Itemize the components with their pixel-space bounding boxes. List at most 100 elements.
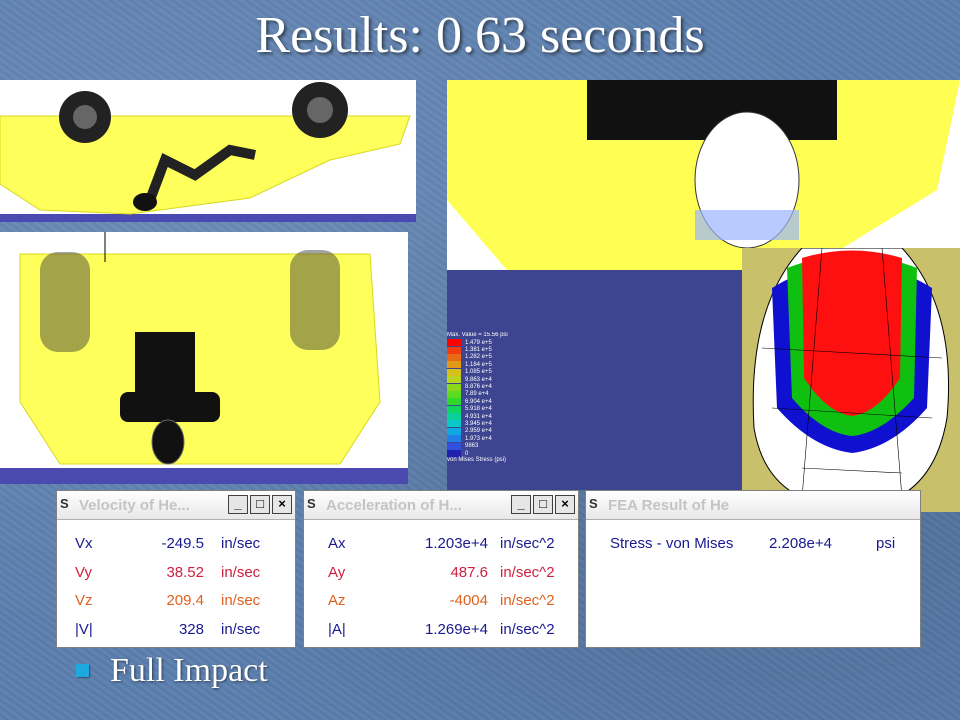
row-label: Ay: [328, 563, 346, 581]
legend-value: 4.931 e+4: [465, 413, 492, 420]
legend-value: 1.282 e+5: [465, 354, 492, 361]
legend-entry: 4.931 e+4: [447, 413, 557, 421]
legend-entry: 0: [447, 450, 557, 458]
legend-swatch: [447, 376, 461, 384]
legend-value: 5.918 e+4: [465, 406, 492, 413]
row-value: 328: [178, 620, 204, 638]
row-label: |A|: [328, 620, 346, 638]
legend-swatch: [447, 427, 461, 435]
row-unit: psi: [876, 535, 896, 552]
legend-swatch: [447, 405, 461, 413]
row-unit: in/sec: [221, 620, 261, 638]
row-value: -249.5: [161, 535, 204, 552]
head-mesh: [133, 193, 157, 211]
mesh-lines: [761, 248, 943, 499]
legend-footer: von Mises Stress (psi): [447, 457, 507, 464]
row-label: |V|: [75, 620, 93, 638]
front-view-image: [0, 232, 408, 484]
row-unit: in/sec^2: [500, 620, 555, 638]
legend-swatch: [447, 390, 461, 398]
legend-entry: 1.184 e+5: [447, 361, 557, 369]
legend-value: 0: [465, 450, 469, 457]
side-view-panel: [0, 80, 416, 222]
bullet-text: Full Impact: [110, 652, 268, 689]
legend-value: 3.945 e+4: [465, 420, 492, 427]
legend-value: 1.381 e+5: [465, 347, 492, 354]
row-value: 487.6: [450, 563, 488, 581]
close-button[interactable]: ×: [555, 495, 575, 514]
stress-legend: Max. Value = 15.56 psi 1.479 e+5 1.381 e+…: [447, 332, 557, 482]
acceleration-window-titlebar[interactable]: S Acceleration of H... _ □ ×: [304, 491, 578, 520]
legend-swatch: [447, 413, 461, 421]
legend-entry: 9863: [447, 442, 557, 450]
row-unit: in/sec: [221, 563, 261, 581]
row-label: Vy: [75, 563, 92, 581]
minimize-button[interactable]: _: [511, 495, 531, 514]
velocity-window-titlebar[interactable]: S Velocity of He... _ □ ×: [57, 491, 295, 520]
legend-entry: 1.282 e+5: [447, 353, 557, 361]
front-view-panel: [0, 232, 408, 484]
velocity-window-title: Velocity of He...: [79, 497, 190, 514]
ground-strip: [0, 468, 408, 484]
legend-entry: 7.89 e+4: [447, 390, 557, 398]
legend-value: 6.904 e+4: [465, 398, 492, 405]
legend-entry: 1.973 e+4: [447, 435, 557, 443]
window-app-icon: S: [60, 496, 69, 511]
row-unit: in/sec: [221, 592, 261, 609]
legend-value: 2.959 e+4: [465, 428, 492, 435]
legend-swatch: [447, 353, 461, 361]
legend-entry: 2.959 e+4: [447, 427, 557, 435]
row-value: 2.208e+4: [769, 535, 832, 552]
row-label: Ax: [328, 535, 346, 552]
acceleration-window[interactable]: S Acceleration of H... _ □ × Ax 1.203e+4 i…: [303, 490, 579, 648]
minimize-button[interactable]: _: [228, 495, 248, 514]
velocity-window[interactable]: S Velocity of He... _ □ × Vx -249.5 in/sec…: [56, 490, 296, 648]
legend-value: 1.973 e+4: [465, 435, 492, 442]
maximize-button[interactable]: □: [250, 495, 270, 514]
legend-swatch: [447, 383, 461, 391]
bullet-marker: [76, 664, 89, 677]
vehicle-body: [19, 253, 381, 465]
legend-max-value: Max. Value = 15.56 psi: [447, 332, 508, 338]
row-unit: in/sec^2: [500, 592, 555, 609]
fea-result-window-title: FEA Result of He: [608, 497, 730, 514]
legend-swatch: [447, 435, 461, 443]
dummy-torso: [120, 392, 220, 422]
fea-head-image: [752, 248, 950, 509]
right-wheel: [290, 250, 340, 350]
legend-entry: 1.381 e+5: [447, 346, 557, 354]
dummy-figure: [145, 144, 256, 202]
legend-swatch: [447, 361, 461, 369]
fea-result-window[interactable]: S FEA Result of He Stress - von Mises 2.2…: [585, 490, 921, 648]
head-mesh: [151, 419, 185, 465]
legend-swatch: [447, 420, 461, 428]
legend-entry: 1.085 e+5: [447, 368, 557, 376]
side-view-image: [0, 82, 416, 222]
row-label: Vx: [75, 535, 93, 552]
legend-entry: 8.876 e+4: [447, 383, 557, 391]
slide-title: Results: 0.63 seconds: [255, 7, 705, 64]
ground-strip: [0, 214, 416, 222]
window-app-icon: S: [307, 496, 316, 511]
left-wheel: [40, 252, 90, 352]
maximize-button[interactable]: □: [533, 495, 553, 514]
legend-swatch: [447, 368, 461, 376]
legend-value: 9863: [465, 443, 479, 450]
fea-result-window-titlebar[interactable]: S FEA Result of He: [586, 491, 920, 520]
legend-swatch: [447, 346, 461, 354]
window-app-icon: S: [589, 496, 598, 511]
close-button[interactable]: ×: [272, 495, 292, 514]
acceleration-window-title: Acceleration of H...: [326, 497, 462, 514]
legend-value: 1.184 e+5: [465, 361, 492, 368]
legend-swatch: [447, 339, 461, 347]
stress-red: [802, 250, 902, 416]
legend-entry: 3.945 e+4: [447, 420, 557, 428]
row-value: 1.203e+4: [425, 535, 488, 552]
legend-swatch: [447, 442, 461, 450]
legend-entry: 6.904 e+4: [447, 398, 557, 406]
row-value: 1.269e+4: [425, 620, 488, 638]
row-label: Vz: [75, 592, 93, 609]
legend-swatch: [447, 398, 461, 406]
row-label: Stress - von Mises: [610, 535, 734, 552]
legend-swatch: [447, 450, 461, 458]
